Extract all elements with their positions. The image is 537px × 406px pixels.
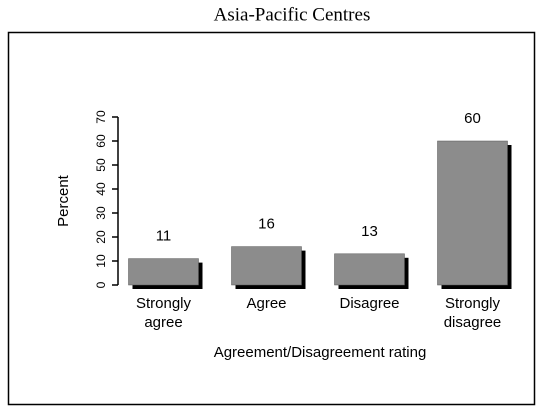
value-label: 60: [464, 110, 481, 127]
y-tick-label: 50: [94, 158, 108, 172]
y-tick-label: 10: [94, 254, 108, 268]
bar: [231, 246, 302, 286]
frame: [7, 31, 536, 406]
y-tick-label: 60: [94, 134, 108, 148]
y-tick-label: 70: [94, 110, 108, 124]
y-tick-label: 40: [94, 182, 108, 196]
y-tick-label: 0: [94, 281, 108, 288]
bar: [128, 258, 199, 286]
value-label: 13: [361, 223, 378, 240]
y-tick-label: 20: [94, 230, 108, 244]
y-axis-label: Percent: [55, 174, 72, 227]
x-tick-label: Strongly agree: [136, 295, 192, 331]
y-tick-label: 30: [94, 206, 108, 220]
x-tick-label: Strongly disagree: [444, 295, 502, 331]
x-axis-label: Agreement/Disagreement rating: [214, 344, 427, 361]
bar: [437, 140, 508, 286]
bar: [334, 253, 405, 286]
x-tick-label: Agree: [246, 295, 286, 312]
value-label: 11: [156, 228, 172, 245]
chart-title: Asia-Pacific Centres: [214, 4, 371, 25]
x-tick-label: Disagree: [339, 295, 399, 312]
value-label: 16: [258, 216, 275, 233]
